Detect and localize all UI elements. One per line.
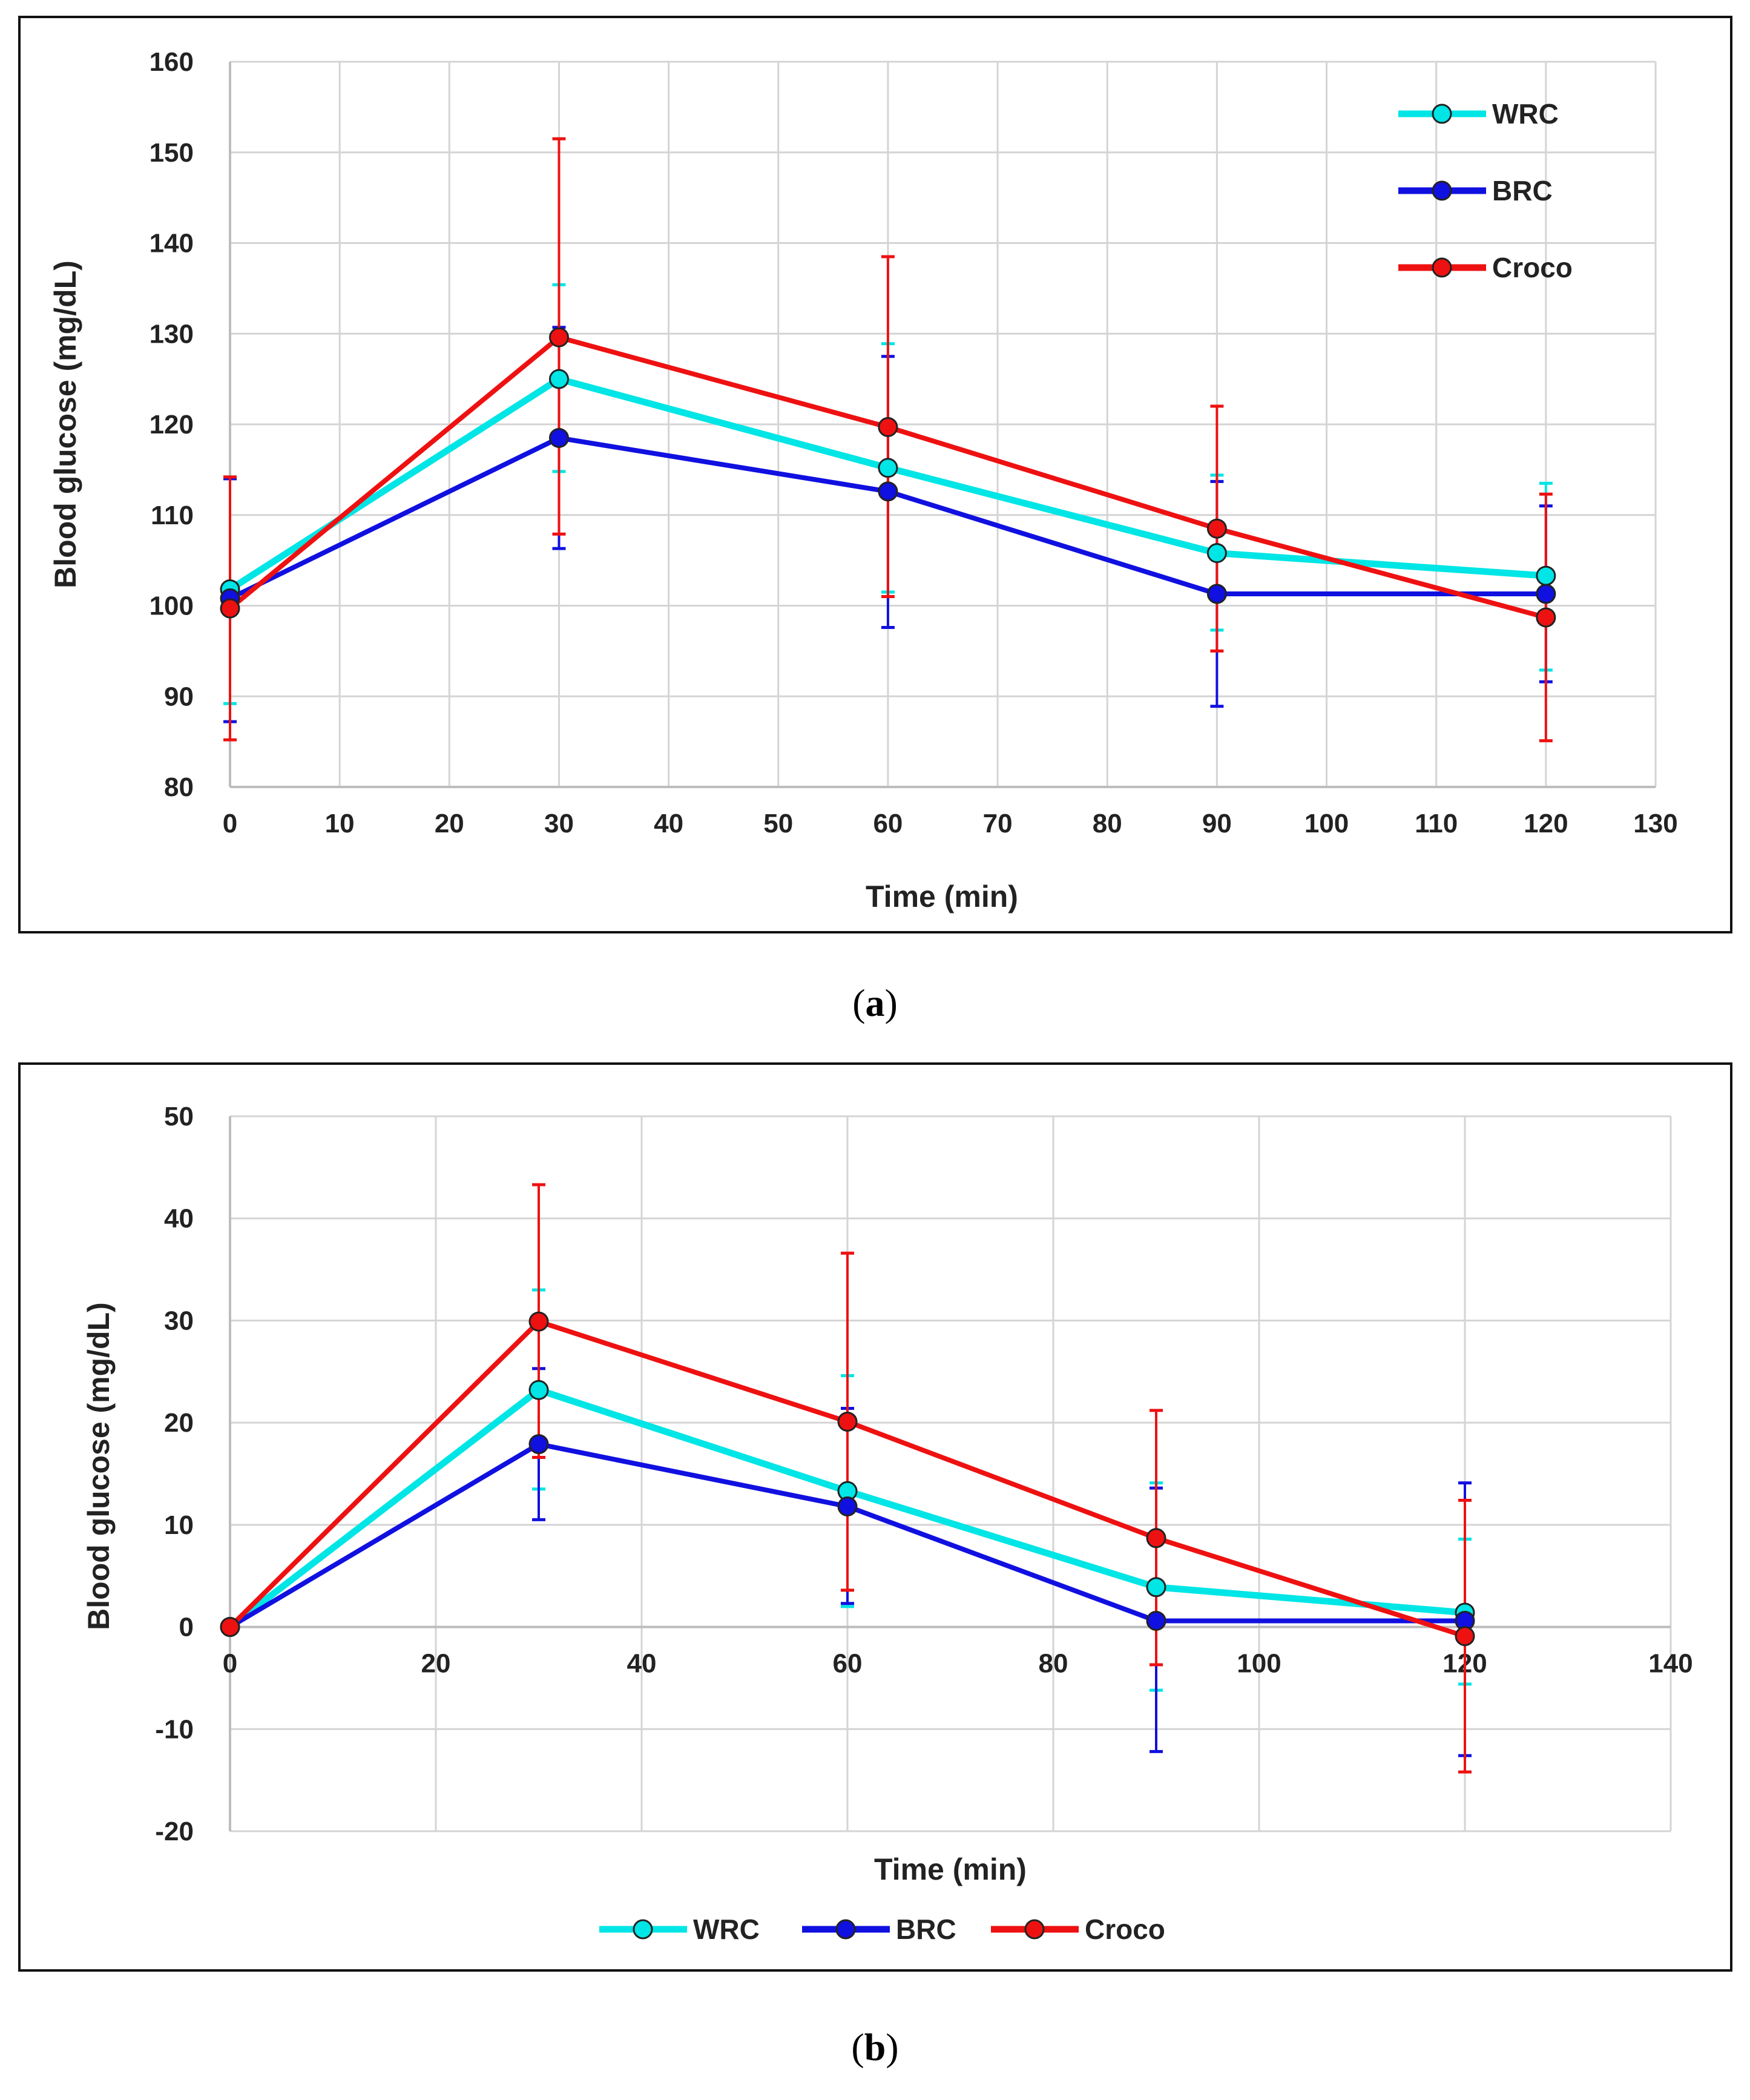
x-tick-label: 80 xyxy=(1093,809,1122,838)
y-tick-label: 130 xyxy=(150,319,194,349)
legend-label-croco: Croco xyxy=(1085,1914,1165,1945)
x-tick-label: 90 xyxy=(1202,809,1232,838)
y-tick-label: 40 xyxy=(164,1204,194,1234)
data-point-wrc xyxy=(1146,1577,1166,1598)
legend-label-brc: BRC xyxy=(1492,175,1553,206)
y-tick-label: 10 xyxy=(164,1510,194,1540)
y-tick-label: 90 xyxy=(164,682,194,711)
data-point-wrc xyxy=(548,369,569,389)
x-tick-label: 140 xyxy=(1648,1649,1692,1679)
chart-a: 80 90 100 110 120 130 140 150 160 0 10 20 30 40 50 60 70… xyxy=(48,47,1678,913)
y-tick-label: -20 xyxy=(155,1817,194,1846)
legend-label-wrc: WRC xyxy=(693,1914,760,1945)
data-point-wrc xyxy=(528,1380,549,1400)
y-axis-title: Blood glucose (mg/dL) xyxy=(82,1302,116,1630)
x-tick-label: 40 xyxy=(627,1649,657,1679)
data-point-croco xyxy=(548,327,569,347)
chart-panel-a xyxy=(18,16,1732,933)
legend-label-croco: Croco xyxy=(1492,252,1573,283)
data-point-croco xyxy=(528,1311,549,1332)
data-point-brc xyxy=(1206,584,1227,604)
x-axis-title: Time (min) xyxy=(866,880,1018,913)
x-tick-label: 100 xyxy=(1304,809,1349,838)
legend-marker-croco xyxy=(1432,257,1452,278)
data-point-croco xyxy=(1536,607,1556,628)
x-tick-label: 80 xyxy=(1039,1649,1068,1679)
legend-label-brc: BRC xyxy=(896,1914,956,1945)
data-point-croco xyxy=(1206,518,1227,539)
y-tick-label: -10 xyxy=(155,1714,194,1744)
legend-marker-wrc xyxy=(633,1919,653,1940)
x-tick-label: 60 xyxy=(833,1649,863,1679)
caption-a: (a) xyxy=(852,981,898,1024)
x-tick-label: 120 xyxy=(1524,809,1568,838)
data-point-brc xyxy=(1146,1610,1166,1631)
x-tick-label: 70 xyxy=(983,809,1013,838)
x-tick-label: 50 xyxy=(763,809,793,838)
legend-marker-croco xyxy=(1024,1919,1045,1940)
y-tick-label: 150 xyxy=(150,138,194,168)
data-point-brc xyxy=(1536,584,1556,604)
data-point-wrc xyxy=(1536,565,1556,586)
data-point-brc xyxy=(878,481,898,502)
data-point-brc xyxy=(548,427,569,448)
y-tick-label: 120 xyxy=(150,410,194,439)
legend-marker-brc xyxy=(1432,180,1452,201)
y-tick-label: 100 xyxy=(150,591,194,621)
x-axis-title: Time (min) xyxy=(874,1852,1027,1886)
data-point-brc xyxy=(528,1434,549,1455)
y-axis-title: Blood glucose (mg/dL) xyxy=(48,260,82,588)
y-tick-label: 140 xyxy=(150,229,194,258)
legend-label-wrc: WRC xyxy=(1492,98,1559,130)
y-tick-label: 160 xyxy=(150,47,194,77)
x-tick-label: 40 xyxy=(654,809,683,838)
x-tick-label: 130 xyxy=(1633,809,1677,838)
legend-marker-brc xyxy=(835,1919,856,1940)
data-point-wrc xyxy=(1206,543,1227,564)
x-tick-label: 60 xyxy=(873,809,903,838)
legend-marker-wrc xyxy=(1432,104,1452,124)
x-tick-label: 20 xyxy=(421,1649,451,1679)
x-tick-label: 0 xyxy=(223,1649,237,1679)
x-tick-label: 110 xyxy=(1415,809,1458,838)
data-point-brc xyxy=(837,1496,858,1516)
x-tick-label: 100 xyxy=(1237,1649,1281,1679)
data-point-wrc xyxy=(878,458,898,478)
x-tick-label: 0 xyxy=(223,809,237,838)
data-point-croco xyxy=(220,1617,240,1638)
y-tick-label: 50 xyxy=(164,1102,194,1131)
data-point-croco xyxy=(878,416,898,437)
y-tick-label: 110 xyxy=(151,501,194,530)
x-tick-label: 30 xyxy=(544,809,574,838)
y-tick-label: 30 xyxy=(164,1306,194,1335)
data-point-croco xyxy=(1455,1626,1475,1647)
x-tick-label: 20 xyxy=(435,809,464,838)
x-tick-label: 10 xyxy=(325,809,355,838)
y-tick-label: 20 xyxy=(164,1408,194,1438)
y-tick-label: 0 xyxy=(179,1613,194,1642)
data-point-croco xyxy=(220,598,240,619)
y-tick-label: 80 xyxy=(164,772,194,802)
caption-b: (b) xyxy=(851,2026,899,2069)
data-point-croco xyxy=(1146,1528,1166,1549)
data-point-croco xyxy=(837,1411,858,1432)
